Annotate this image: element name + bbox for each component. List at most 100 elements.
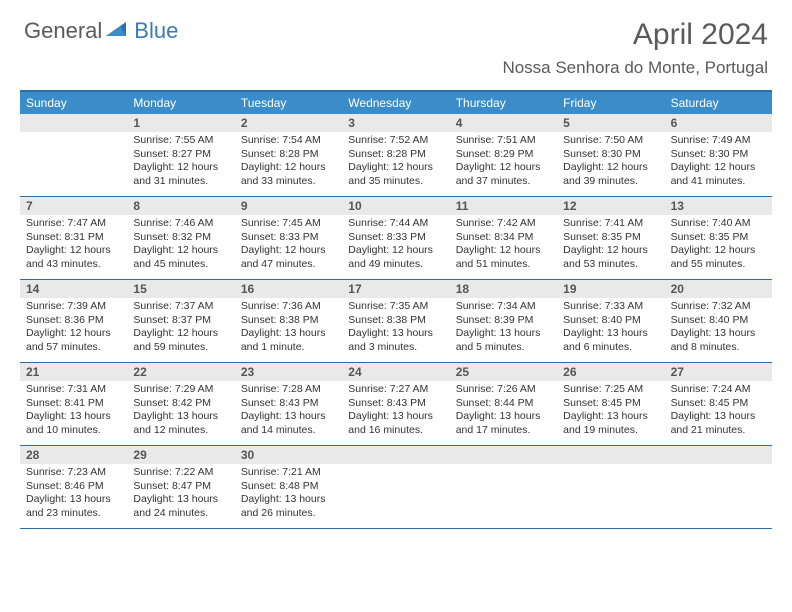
day-info-line: Sunset: 8:33 PM bbox=[348, 231, 443, 245]
day-info: Sunrise: 7:23 AMSunset: 8:46 PMDaylight:… bbox=[20, 464, 127, 525]
day-info: Sunrise: 7:32 AMSunset: 8:40 PMDaylight:… bbox=[665, 298, 772, 359]
day-info-line: Daylight: 12 hours and 47 minutes. bbox=[241, 244, 336, 271]
day-info-line: Daylight: 12 hours and 57 minutes. bbox=[26, 327, 121, 354]
day-info-line: Sunset: 8:44 PM bbox=[456, 397, 551, 411]
day-cell: 6Sunrise: 7:49 AMSunset: 8:30 PMDaylight… bbox=[665, 114, 772, 196]
day-info-line: Daylight: 13 hours and 26 minutes. bbox=[241, 493, 336, 520]
day-cell: 18Sunrise: 7:34 AMSunset: 8:39 PMDayligh… bbox=[450, 280, 557, 362]
day-info-line: Sunrise: 7:44 AM bbox=[348, 217, 443, 231]
day-number bbox=[557, 446, 664, 464]
day-info-line: Sunset: 8:41 PM bbox=[26, 397, 121, 411]
day-info-line: Sunrise: 7:42 AM bbox=[456, 217, 551, 231]
day-info-line: Sunset: 8:46 PM bbox=[26, 480, 121, 494]
day-number: 8 bbox=[127, 197, 234, 215]
day-info-line: Daylight: 13 hours and 21 minutes. bbox=[671, 410, 766, 437]
day-info-line: Daylight: 13 hours and 14 minutes. bbox=[241, 410, 336, 437]
day-info-line: Sunset: 8:48 PM bbox=[241, 480, 336, 494]
day-number: 26 bbox=[557, 363, 664, 381]
day-number: 25 bbox=[450, 363, 557, 381]
day-number: 23 bbox=[235, 363, 342, 381]
day-info-line: Daylight: 13 hours and 23 minutes. bbox=[26, 493, 121, 520]
day-info-line: Sunset: 8:27 PM bbox=[133, 148, 228, 162]
day-info-line: Sunrise: 7:52 AM bbox=[348, 134, 443, 148]
day-info-line: Sunset: 8:40 PM bbox=[671, 314, 766, 328]
day-number: 18 bbox=[450, 280, 557, 298]
day-info-line: Daylight: 12 hours and 49 minutes. bbox=[348, 244, 443, 271]
day-info-line: Sunrise: 7:45 AM bbox=[241, 217, 336, 231]
day-cell bbox=[20, 114, 127, 196]
day-header: Friday bbox=[557, 92, 664, 114]
day-cell: 4Sunrise: 7:51 AMSunset: 8:29 PMDaylight… bbox=[450, 114, 557, 196]
day-header: Sunday bbox=[20, 92, 127, 114]
day-number: 11 bbox=[450, 197, 557, 215]
day-cell: 2Sunrise: 7:54 AMSunset: 8:28 PMDaylight… bbox=[235, 114, 342, 196]
week-row: 14Sunrise: 7:39 AMSunset: 8:36 PMDayligh… bbox=[20, 280, 772, 363]
day-cell: 22Sunrise: 7:29 AMSunset: 8:42 PMDayligh… bbox=[127, 363, 234, 445]
day-info-line: Sunset: 8:42 PM bbox=[133, 397, 228, 411]
day-info-line: Sunset: 8:38 PM bbox=[348, 314, 443, 328]
day-header: Saturday bbox=[665, 92, 772, 114]
calendar-table: Sunday Monday Tuesday Wednesday Thursday… bbox=[20, 90, 772, 529]
day-cell: 21Sunrise: 7:31 AMSunset: 8:41 PMDayligh… bbox=[20, 363, 127, 445]
day-cell bbox=[665, 446, 772, 528]
day-info: Sunrise: 7:39 AMSunset: 8:36 PMDaylight:… bbox=[20, 298, 127, 359]
day-info-line: Daylight: 12 hours and 55 minutes. bbox=[671, 244, 766, 271]
day-info-line: Daylight: 13 hours and 17 minutes. bbox=[456, 410, 551, 437]
day-info: Sunrise: 7:36 AMSunset: 8:38 PMDaylight:… bbox=[235, 298, 342, 359]
day-number: 12 bbox=[557, 197, 664, 215]
day-info-line: Sunrise: 7:25 AM bbox=[563, 383, 658, 397]
day-number: 6 bbox=[665, 114, 772, 132]
day-info-line: Daylight: 13 hours and 12 minutes. bbox=[133, 410, 228, 437]
day-info-line: Daylight: 12 hours and 31 minutes. bbox=[133, 161, 228, 188]
day-info-line: Sunset: 8:28 PM bbox=[241, 148, 336, 162]
day-info-line: Sunrise: 7:54 AM bbox=[241, 134, 336, 148]
month-title: April 2024 bbox=[502, 18, 768, 52]
title-block: April 2024 Nossa Senhora do Monte, Portu… bbox=[502, 18, 768, 78]
day-info: Sunrise: 7:25 AMSunset: 8:45 PMDaylight:… bbox=[557, 381, 664, 442]
day-header-row: Sunday Monday Tuesday Wednesday Thursday… bbox=[20, 92, 772, 114]
day-cell: 17Sunrise: 7:35 AMSunset: 8:38 PMDayligh… bbox=[342, 280, 449, 362]
day-info: Sunrise: 7:51 AMSunset: 8:29 PMDaylight:… bbox=[450, 132, 557, 193]
day-info: Sunrise: 7:52 AMSunset: 8:28 PMDaylight:… bbox=[342, 132, 449, 193]
day-number: 16 bbox=[235, 280, 342, 298]
day-info-line: Sunrise: 7:28 AM bbox=[241, 383, 336, 397]
day-info-line: Sunset: 8:33 PM bbox=[241, 231, 336, 245]
day-info: Sunrise: 7:50 AMSunset: 8:30 PMDaylight:… bbox=[557, 132, 664, 193]
day-info-line: Sunset: 8:31 PM bbox=[26, 231, 121, 245]
day-info-line: Sunset: 8:29 PM bbox=[456, 148, 551, 162]
day-info: Sunrise: 7:34 AMSunset: 8:39 PMDaylight:… bbox=[450, 298, 557, 359]
day-info-line: Sunset: 8:37 PM bbox=[133, 314, 228, 328]
day-number: 1 bbox=[127, 114, 234, 132]
day-info: Sunrise: 7:22 AMSunset: 8:47 PMDaylight:… bbox=[127, 464, 234, 525]
day-number: 28 bbox=[20, 446, 127, 464]
day-info: Sunrise: 7:47 AMSunset: 8:31 PMDaylight:… bbox=[20, 215, 127, 276]
day-header: Monday bbox=[127, 92, 234, 114]
day-info: Sunrise: 7:27 AMSunset: 8:43 PMDaylight:… bbox=[342, 381, 449, 442]
day-info-line: Sunrise: 7:22 AM bbox=[133, 466, 228, 480]
day-header: Wednesday bbox=[342, 92, 449, 114]
day-info-line: Sunset: 8:43 PM bbox=[348, 397, 443, 411]
day-info-line: Sunrise: 7:29 AM bbox=[133, 383, 228, 397]
day-info-line: Daylight: 13 hours and 10 minutes. bbox=[26, 410, 121, 437]
day-info-line: Sunrise: 7:23 AM bbox=[26, 466, 121, 480]
day-info-line: Daylight: 13 hours and 19 minutes. bbox=[563, 410, 658, 437]
day-number: 13 bbox=[665, 197, 772, 215]
day-info: Sunrise: 7:46 AMSunset: 8:32 PMDaylight:… bbox=[127, 215, 234, 276]
day-cell: 9Sunrise: 7:45 AMSunset: 8:33 PMDaylight… bbox=[235, 197, 342, 279]
day-number: 19 bbox=[557, 280, 664, 298]
day-number: 17 bbox=[342, 280, 449, 298]
day-cell: 26Sunrise: 7:25 AMSunset: 8:45 PMDayligh… bbox=[557, 363, 664, 445]
day-cell: 25Sunrise: 7:26 AMSunset: 8:44 PMDayligh… bbox=[450, 363, 557, 445]
day-cell: 10Sunrise: 7:44 AMSunset: 8:33 PMDayligh… bbox=[342, 197, 449, 279]
day-number: 15 bbox=[127, 280, 234, 298]
page-header: General Blue April 2024 Nossa Senhora do… bbox=[0, 0, 792, 82]
day-info-line: Sunset: 8:30 PM bbox=[671, 148, 766, 162]
brand-part2: Blue bbox=[134, 18, 178, 44]
day-info: Sunrise: 7:26 AMSunset: 8:44 PMDaylight:… bbox=[450, 381, 557, 442]
day-info-line: Sunrise: 7:27 AM bbox=[348, 383, 443, 397]
day-cell bbox=[557, 446, 664, 528]
week-row: 7Sunrise: 7:47 AMSunset: 8:31 PMDaylight… bbox=[20, 197, 772, 280]
day-number: 27 bbox=[665, 363, 772, 381]
day-info-line: Daylight: 12 hours and 33 minutes. bbox=[241, 161, 336, 188]
day-info-line: Sunset: 8:35 PM bbox=[563, 231, 658, 245]
